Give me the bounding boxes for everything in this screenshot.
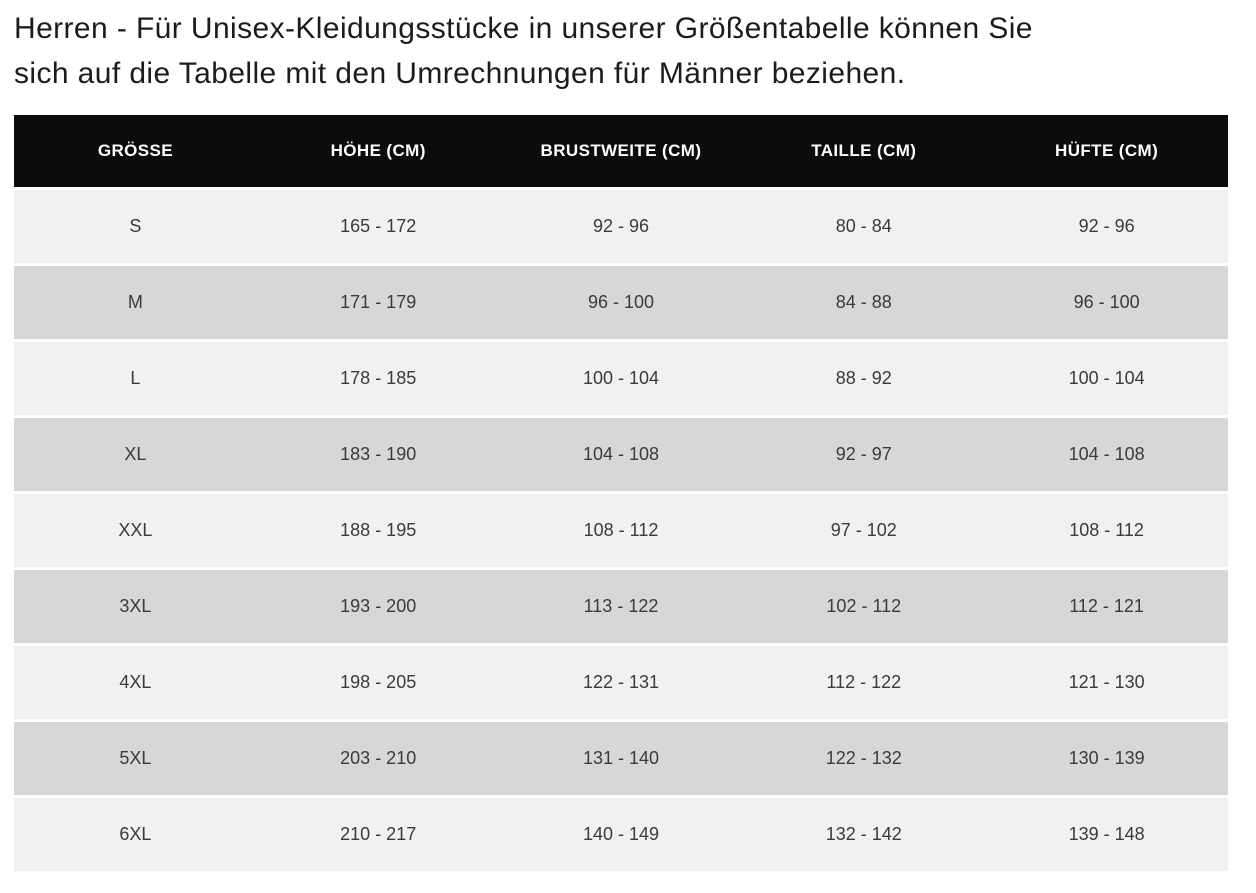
size-label-cell: 5XL [14,722,257,795]
measurement-cell: 130 - 139 [985,722,1228,795]
column-header: HÖHE (CM) [256,115,500,187]
measurement-cell: 122 - 132 [742,722,986,795]
measurement-cell: 188 - 195 [256,494,500,567]
measurement-cell: 104 - 108 [499,418,743,491]
table-row: S 165 - 172 92 - 96 80 - 84 92 - 96 [14,190,1228,263]
measurement-cell: 171 - 179 [256,266,500,339]
measurement-cell: 96 - 100 [985,266,1228,339]
size-label-cell: 3XL [14,570,257,643]
column-header: HÜFTE (CM) [985,115,1228,187]
measurement-cell: 112 - 122 [742,646,986,719]
measurement-cell: 104 - 108 [985,418,1228,491]
column-header: TAILLE (CM) [742,115,986,187]
table-row: L 178 - 185 100 - 104 88 - 92 100 - 104 [14,342,1228,415]
table-row: 4XL 198 - 205 122 - 131 112 - 122 121 - 130 [14,646,1228,719]
size-label-cell: L [14,342,257,415]
measurement-cell: 112 - 121 [985,570,1228,643]
table-row: M 171 - 179 96 - 100 84 - 88 96 - 100 [14,266,1228,339]
column-header: BRUSTWEITE (CM) [499,115,743,187]
measurement-cell: 97 - 102 [742,494,986,567]
measurement-cell: 80 - 84 [742,190,986,263]
measurement-cell: 183 - 190 [256,418,500,491]
measurement-cell: 210 - 217 [256,798,500,871]
size-label-cell: XXL [14,494,257,567]
measurement-cell: 102 - 112 [742,570,986,643]
measurement-cell: 108 - 112 [985,494,1228,567]
table-row: XXL 188 - 195 108 - 112 97 - 102 108 - 112 [14,494,1228,567]
size-label-cell: S [14,190,257,263]
table-row: 6XL 210 - 217 140 - 149 132 - 142 139 - 148 [14,798,1228,871]
table-row: XL 183 - 190 104 - 108 92 - 97 104 - 108 [14,418,1228,491]
measurement-cell: 198 - 205 [256,646,500,719]
measurement-cell: 92 - 96 [499,190,743,263]
measurement-cell: 92 - 97 [742,418,986,491]
size-table-head: GRÖSSE HÖHE (CM) BRUSTWEITE (CM) TAILLE (CM… [14,115,1228,187]
measurement-cell: 131 - 140 [499,722,743,795]
measurement-cell: 100 - 104 [985,342,1228,415]
measurement-cell: 108 - 112 [499,494,743,567]
intro-line-2: sich auf die Tabelle mit den Umrechnunge… [14,57,906,90]
measurement-cell: 96 - 100 [499,266,743,339]
measurement-cell: 178 - 185 [256,342,500,415]
measurement-cell: 92 - 96 [985,190,1228,263]
size-label-cell: 4XL [14,646,257,719]
table-row: 3XL 193 - 200 113 - 122 102 - 112 112 - 121 [14,570,1228,643]
table-header-row: GRÖSSE HÖHE (CM) BRUSTWEITE (CM) TAILLE (CM… [14,115,1228,187]
size-label-cell: XL [14,418,257,491]
measurement-cell: 88 - 92 [742,342,986,415]
table-row: 5XL 203 - 210 131 - 140 122 - 132 130 - 139 [14,722,1228,795]
column-header: GRÖSSE [14,115,257,187]
size-label-cell: 6XL [14,798,257,871]
intro-text: Herren - Für Unisex-Kleidungsstücke in u… [14,6,1242,96]
measurement-cell: 193 - 200 [256,570,500,643]
measurement-cell: 122 - 131 [499,646,743,719]
measurement-cell: 165 - 172 [256,190,500,263]
size-label-cell: M [14,266,257,339]
mens-size-table: GRÖSSE HÖHE (CM) BRUSTWEITE (CM) TAILLE (CM… [14,112,1228,874]
measurement-cell: 113 - 122 [499,570,743,643]
measurement-cell: 132 - 142 [742,798,986,871]
size-table-body: S 165 - 172 92 - 96 80 - 84 92 - 96 M 171 - 17… [14,190,1228,871]
measurement-cell: 139 - 148 [985,798,1228,871]
intro-line-1: Herren - Für Unisex-Kleidungsstücke in u… [14,12,1033,45]
measurement-cell: 140 - 149 [499,798,743,871]
measurement-cell: 84 - 88 [742,266,986,339]
measurement-cell: 121 - 130 [985,646,1228,719]
measurement-cell: 100 - 104 [499,342,743,415]
measurement-cell: 203 - 210 [256,722,500,795]
